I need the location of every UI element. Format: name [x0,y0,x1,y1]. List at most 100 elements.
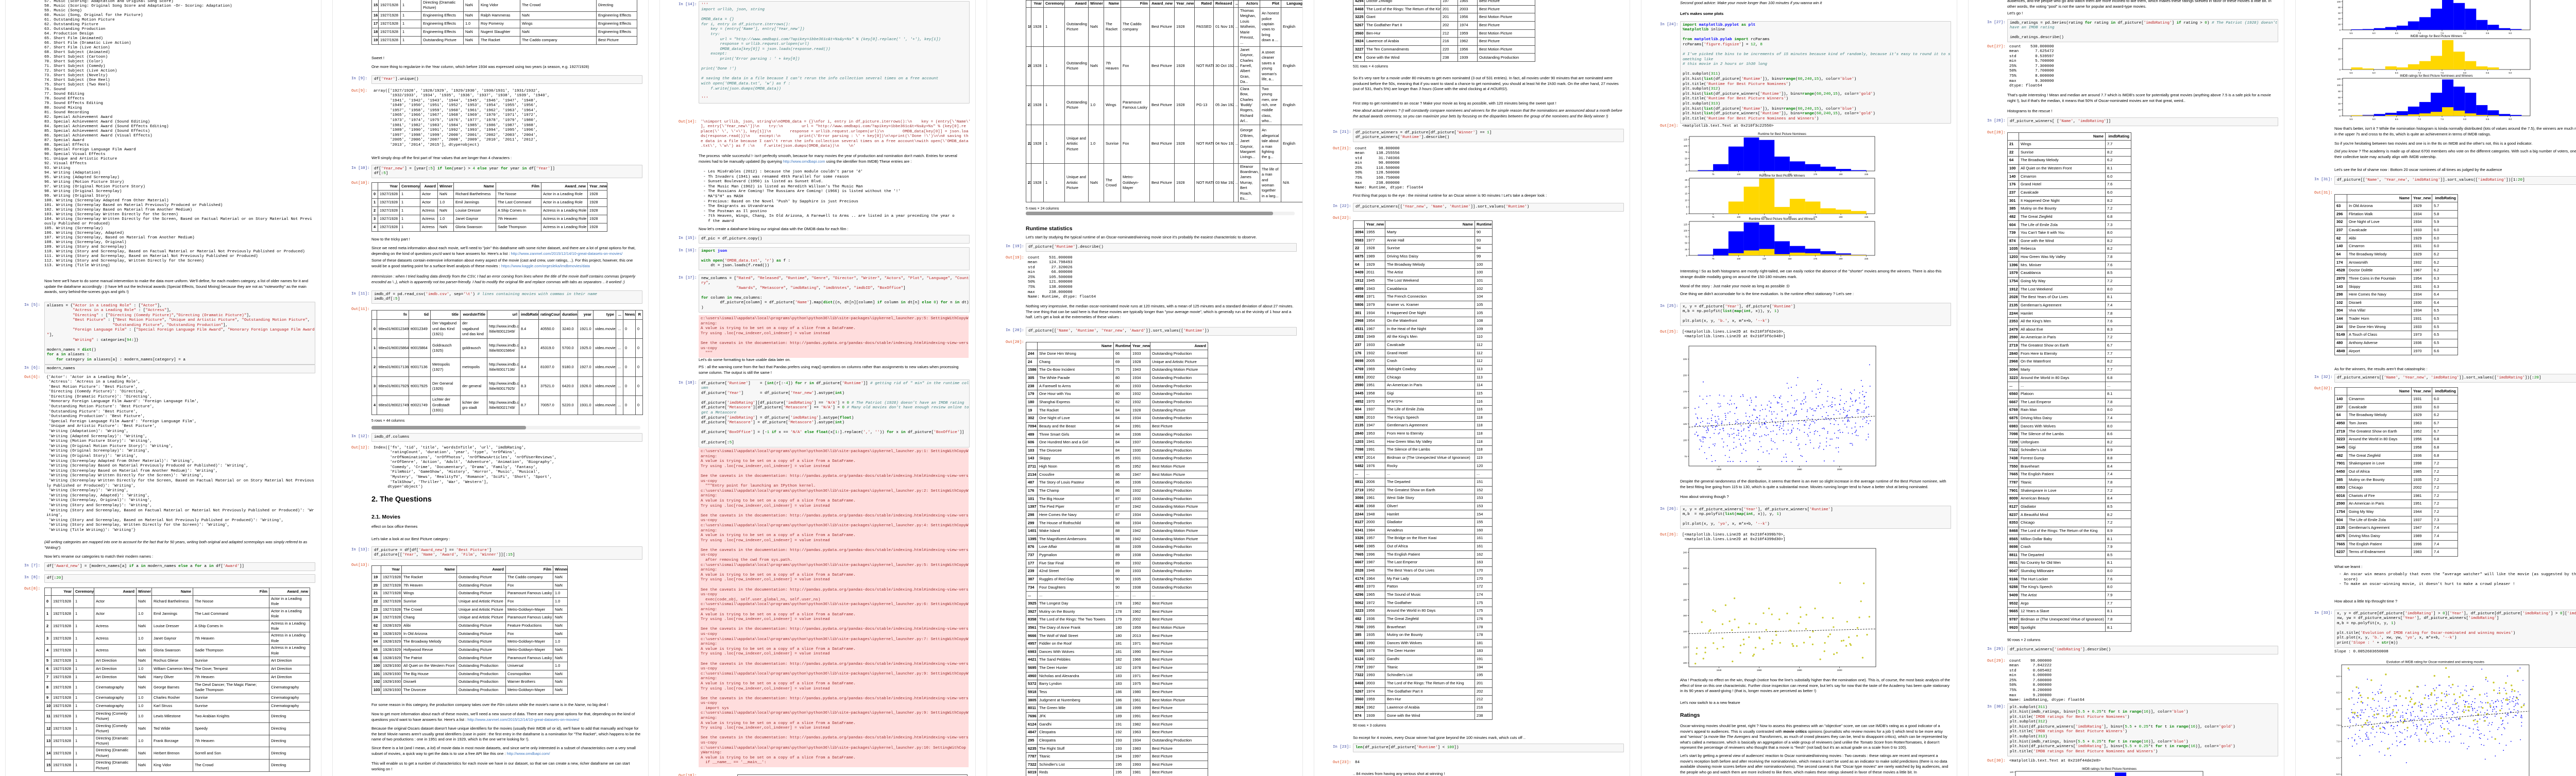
svg-text:125: 125 [1762,257,1767,260]
svg-text:7.0: 7.0 [2418,118,2421,120]
svg-text:8.0: 8.0 [2463,32,2467,35]
svg-text:40: 40 [2338,102,2341,105]
svg-text:IMDB ratings for Best Picture: IMDB ratings for Best Picture Nominees a… [2400,75,2472,78]
svg-text:6.5: 6.5 [2395,72,2399,74]
svg-text:225: 225 [1865,257,1869,260]
svg-text:20: 20 [2338,47,2341,50]
svg-text:175: 175 [1814,216,1818,218]
svg-text:6.5: 6.5 [2336,756,2340,759]
svg-text:100: 100 [1684,230,1688,232]
svg-text:75: 75 [1685,236,1687,238]
svg-text:2000: 2000 [1837,468,1842,471]
svg-text:Runtime for Best Picture Nomin: Runtime for Best Picture Nominees [1758,133,1806,136]
svg-text:6.0: 6.0 [2372,32,2376,35]
svg-text:8.5: 8.5 [2336,692,2340,694]
svg-text:IMDB ratings for Best Picture: IMDB ratings for Best Picture Nominees [2082,768,2137,771]
svg-text:20: 20 [2338,23,2341,26]
svg-text:1940: 1940 [1717,468,1722,471]
svg-text:225: 225 [1865,173,1869,176]
svg-text:175: 175 [1814,173,1818,176]
svg-text:IMDB ratings for Best Picture: IMDB ratings for Best Picture Winners [2410,35,2462,38]
svg-text:75: 75 [1712,173,1715,176]
svg-text:180: 180 [1683,599,1687,601]
svg-text:125: 125 [1684,139,1688,141]
svg-text:100: 100 [1737,216,1741,218]
svg-text:80: 80 [2338,6,2341,9]
svg-text:7.5: 7.5 [2441,72,2444,74]
svg-text:140: 140 [1683,630,1687,633]
svg-text:25: 25 [1685,179,1687,181]
svg-text:Evolution of IMDB rating for O: Evolution of IMDB rating for Oscar-nomin… [2386,661,2485,664]
svg-text:225: 225 [1683,358,1687,360]
svg-text:6.0: 6.0 [2372,118,2376,120]
svg-text:8.0: 8.0 [2463,118,2467,120]
svg-text:120: 120 [2010,771,2014,773]
svg-text:0: 0 [1686,213,1688,215]
svg-text:0: 0 [2340,115,2341,117]
svg-text:100: 100 [1737,173,1741,176]
svg-text:8.5: 8.5 [2486,118,2489,120]
svg-text:100: 100 [2337,1,2341,3]
svg-text:120: 120 [1683,646,1687,649]
svg-text:200: 200 [1683,374,1687,377]
svg-text:120: 120 [2337,78,2341,80]
svg-text:0: 0 [2340,68,2341,71]
svg-text:100: 100 [1737,257,1741,260]
svg-text:80: 80 [2338,90,2341,93]
svg-text:Runtime for Best Picture Winne: Runtime for Best Picture Winners [1759,175,1805,178]
svg-text:175: 175 [1814,257,1818,260]
svg-text:0: 0 [1686,254,1688,257]
svg-text:1960: 1960 [1757,669,1762,671]
svg-text:125: 125 [1762,216,1767,218]
svg-text:7.0: 7.0 [2336,740,2340,743]
svg-text:9.0: 9.0 [2509,32,2512,35]
svg-text:7.5: 7.5 [2441,32,2444,35]
svg-text:0: 0 [2340,29,2341,31]
svg-text:20: 20 [2338,109,2341,111]
svg-text:75: 75 [1685,151,1687,153]
svg-text:8.5: 8.5 [2486,72,2489,74]
svg-text:125: 125 [1683,423,1687,425]
svg-text:160: 160 [1683,614,1687,617]
svg-text:1980: 1980 [1797,468,1802,471]
svg-text:6.5: 6.5 [2395,118,2399,120]
svg-text:125: 125 [1762,173,1767,176]
svg-text:60: 60 [2338,96,2341,99]
svg-text:7.0: 7.0 [2418,32,2421,35]
svg-text:150: 150 [1788,173,1792,176]
svg-text:5.5: 5.5 [2350,72,2353,74]
svg-text:150: 150 [1788,216,1792,218]
svg-text:100: 100 [1683,439,1687,441]
svg-text:150: 150 [1683,406,1687,409]
svg-text:0: 0 [1686,170,1688,173]
svg-text:60: 60 [2338,12,2341,14]
svg-text:6.5: 6.5 [2395,32,2399,35]
svg-text:9.0: 9.0 [2509,72,2512,74]
svg-text:8.0: 8.0 [2463,72,2467,74]
svg-text:2000: 2000 [1837,669,1842,671]
svg-text:7.5: 7.5 [2336,724,2340,727]
svg-text:6.0: 6.0 [2372,72,2376,74]
svg-text:20: 20 [1685,185,1687,188]
svg-text:50: 50 [1685,157,1687,160]
svg-text:200: 200 [1839,173,1843,176]
svg-text:100: 100 [1683,662,1687,664]
svg-text:15: 15 [1685,192,1687,195]
svg-text:200: 200 [1683,583,1687,585]
svg-text:150: 150 [1788,257,1792,260]
svg-text:25: 25 [1685,164,1687,166]
svg-text:5.5: 5.5 [2350,118,2353,120]
svg-text:10: 10 [2338,58,2341,60]
svg-text:7.0: 7.0 [2418,72,2421,74]
svg-text:200: 200 [1839,257,1843,260]
svg-text:9.0: 9.0 [2509,118,2512,120]
svg-text:100: 100 [1684,145,1688,147]
svg-text:7.5: 7.5 [2441,118,2444,120]
svg-text:175: 175 [1683,390,1687,393]
svg-text:25: 25 [1685,248,1687,251]
svg-text:9.0: 9.0 [2336,675,2340,678]
svg-text:1940: 1940 [1717,669,1722,671]
svg-text:1980: 1980 [1797,669,1802,671]
svg-text:5: 5 [1686,206,1688,209]
svg-text:225: 225 [1865,216,1869,218]
